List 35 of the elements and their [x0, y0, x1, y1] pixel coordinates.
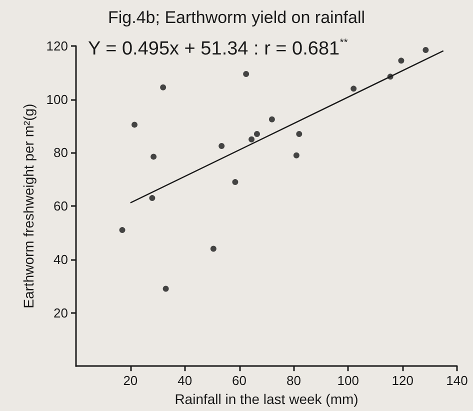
y-tick-label: 20	[54, 305, 68, 320]
x-tick-label: 140	[446, 373, 468, 388]
y-axis-title: Earthworm freshweight per m²(g)	[20, 104, 36, 308]
y-tick-label: 40	[54, 252, 68, 267]
y-tick-label: 120	[46, 38, 68, 54]
point	[132, 122, 138, 128]
point	[162, 286, 169, 292]
x-tick-label: 80	[286, 373, 301, 388]
point	[210, 246, 216, 252]
x-tick-label: 60	[232, 373, 247, 388]
point	[268, 116, 275, 122]
point	[218, 143, 225, 150]
point	[293, 152, 300, 158]
point	[422, 47, 429, 53]
y-tick-label: 60	[54, 198, 68, 214]
point	[296, 131, 302, 138]
point	[232, 179, 238, 186]
y-tick-label: 80	[54, 145, 68, 160]
x-tick-label: 120	[392, 373, 414, 388]
point	[150, 154, 157, 160]
y-tick-label: 100	[46, 92, 68, 107]
x-tick-label: 100	[337, 373, 359, 388]
point	[119, 227, 126, 234]
point	[248, 136, 255, 142]
point	[350, 86, 357, 92]
x-tick-label: 40	[178, 373, 192, 388]
point	[149, 195, 156, 202]
point	[243, 71, 250, 78]
x-axis-title: Rainfall in the last week (mm)	[174, 391, 358, 407]
point	[254, 131, 260, 138]
x-tick-label: 20	[123, 373, 138, 388]
chart-title: Fig.4b; Earthworm yield on rainfall	[108, 8, 366, 27]
point	[398, 58, 404, 64]
annotation: Y = 0.495x + 51.34 : r = 0.681**	[88, 38, 348, 60]
point	[160, 84, 166, 90]
